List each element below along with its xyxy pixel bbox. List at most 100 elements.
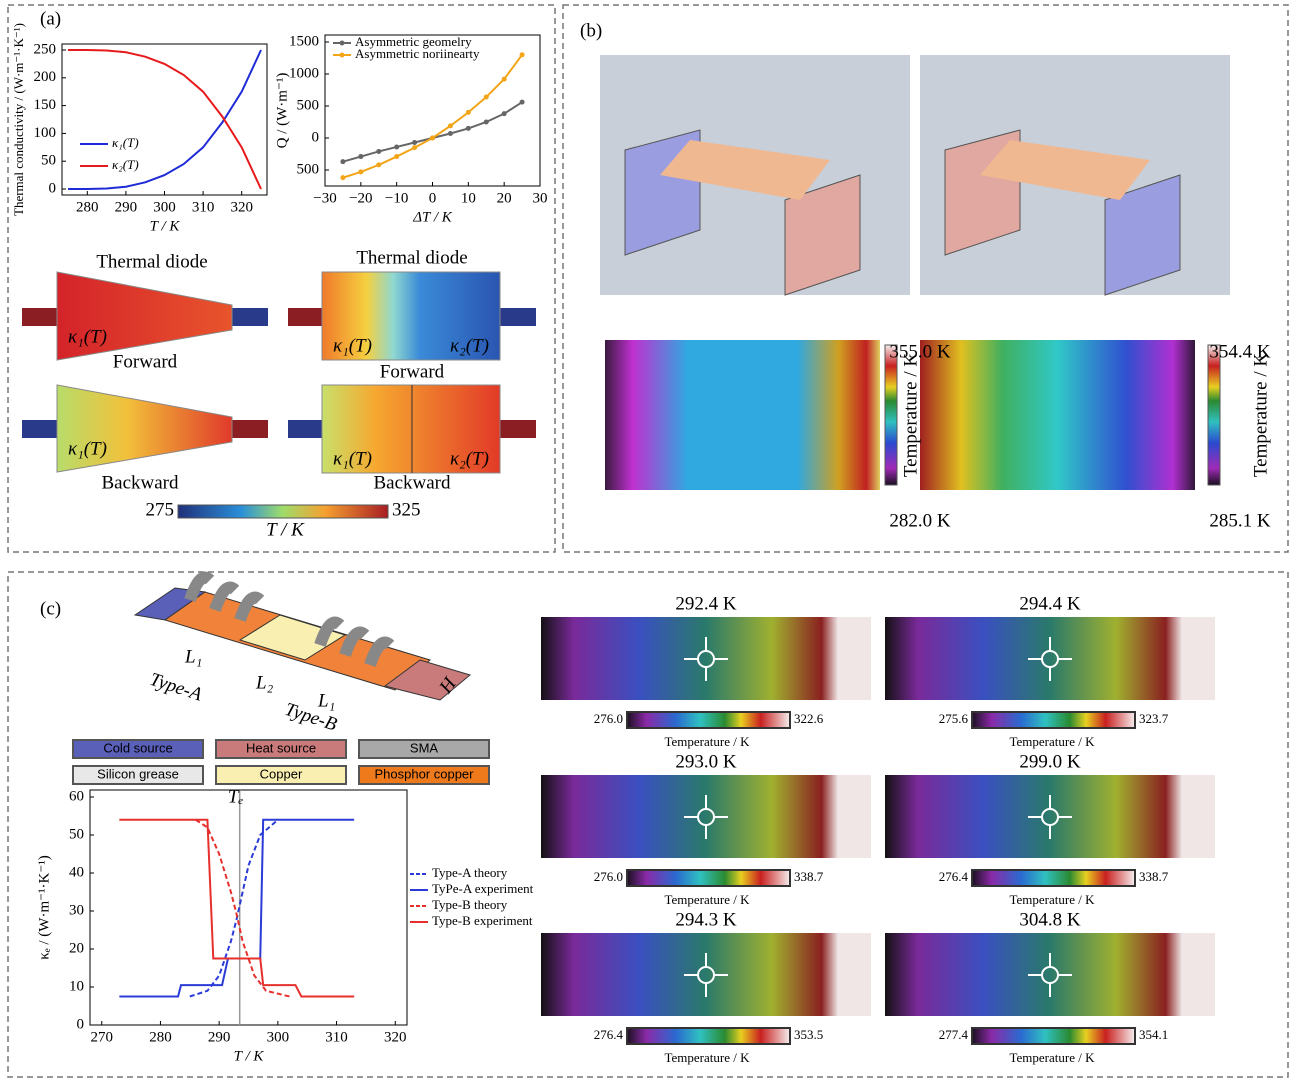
y-tick-label: 50: [41, 153, 56, 169]
legend-label: Type-B theory: [432, 897, 508, 912]
x-axis-label: T / K: [150, 218, 181, 234]
colorbar-max: 354.1: [1139, 1027, 1168, 1042]
legend-label: Type-B experiment: [432, 913, 533, 928]
dimension-label: L₂: [255, 672, 274, 693]
colorbar: [972, 712, 1135, 728]
x-tick-label: 300: [153, 199, 176, 215]
y-tick-label: 0: [77, 1016, 85, 1032]
image-title: 299.0 K: [1019, 751, 1081, 772]
colorbar-max: 338.7: [794, 869, 824, 884]
colorbar: [972, 870, 1135, 886]
x-tick-label: 290: [208, 1029, 231, 1045]
series-line: [119, 820, 354, 997]
point: [484, 120, 489, 125]
point: [340, 175, 345, 180]
panel-label: (b): [580, 20, 602, 41]
image-title: 293.0 K: [675, 751, 737, 772]
x-tick-label: 320: [384, 1029, 407, 1045]
x-tick-label: 280: [149, 1029, 172, 1045]
series-line: [119, 820, 354, 997]
colorbar: [627, 712, 790, 728]
point: [466, 110, 471, 115]
y-tick-label: 60: [69, 788, 84, 804]
x-tick-label: 270: [90, 1029, 113, 1045]
point: [484, 95, 489, 100]
y-tick-label: 100: [34, 125, 57, 141]
y-tick-label: 150: [34, 97, 57, 113]
series-line: [68, 50, 261, 189]
series-line: [68, 50, 261, 189]
legend-label: Asymmetric noriinearty: [355, 46, 480, 61]
legend-marker: [340, 41, 345, 46]
dimension-label: L₁: [184, 646, 202, 667]
point: [412, 140, 417, 145]
legend-label: κ₂(T): [112, 157, 139, 172]
panel-label: (c): [40, 598, 61, 619]
colorbar-label: T / K: [266, 519, 305, 540]
legend-label: κ₁(T): [112, 135, 139, 150]
y-tick-label: 10: [69, 978, 84, 994]
colorbar-max: 353.5: [794, 1027, 823, 1042]
y-tick-label: 20: [69, 940, 84, 956]
x-tick-label: −20: [349, 190, 372, 206]
colorbar-min: 276.0: [594, 711, 623, 726]
legend-text: Copper: [260, 766, 303, 781]
image-title: 294.4 K: [1019, 593, 1081, 614]
x-tick-label: 20: [497, 190, 512, 206]
kappa-label: κ₁(T): [333, 335, 372, 356]
colorbar-min: 282.0 K: [889, 510, 951, 531]
point: [394, 144, 399, 149]
colorbar-min: 277.4: [939, 1027, 969, 1042]
colorbar: [627, 870, 790, 886]
kappa-label: κ₁(T): [68, 326, 107, 347]
x-tick-label: −30: [313, 190, 336, 206]
legend-text: Silicon grease: [97, 766, 179, 781]
point: [520, 52, 525, 57]
colorbar-label: Temperature / K: [1010, 1050, 1096, 1065]
thermal-image: [885, 775, 1215, 858]
point: [412, 145, 417, 150]
series-line: [196, 820, 290, 997]
colorbar-label: Temperature / K: [1010, 892, 1096, 907]
plot-frame: [90, 790, 407, 1025]
annotation: Tₑ: [228, 786, 244, 807]
y-axis-label: Thermal conductivity / (W·m⁻¹·K⁻¹): [11, 23, 26, 216]
kappa-label: κ₂(T): [450, 335, 489, 356]
diode-diagrams: [22, 272, 536, 518]
colorbar-min: 285.1 K: [1209, 510, 1271, 531]
type-label: Type-A: [147, 669, 205, 706]
colorbar-max: 338.7: [1139, 869, 1169, 884]
legend-text: Heat source: [246, 740, 316, 755]
thermal-image: [541, 775, 871, 858]
direction-label: Forward: [113, 351, 178, 372]
direction-label: Backward: [373, 472, 451, 493]
thermal-image: [885, 617, 1215, 700]
point: [358, 154, 363, 159]
y-axis-label: κₑ / (W·m⁻¹·K⁻¹): [36, 855, 52, 960]
x-tick-label: 310: [192, 199, 215, 215]
x-tick-label: 310: [325, 1029, 348, 1045]
legend-label: TyPe-A experiment: [432, 881, 534, 896]
colorbar-label: Temperature / K: [1010, 734, 1096, 749]
kappa-label: κ₁(T): [68, 438, 107, 459]
point: [448, 131, 453, 136]
x-tick-label: 280: [76, 199, 99, 215]
y-tick-label: 0: [312, 129, 320, 145]
figure: (a) (b) (c) Thermal diode Thermal diode …: [0, 0, 1295, 1081]
image-title: 292.4 K: [675, 593, 737, 614]
diagram-title: Thermal diode: [356, 247, 467, 268]
colorbar-label: Temperature / K: [665, 892, 751, 907]
panel-label: (a): [40, 8, 61, 29]
y-tick-label: 30: [69, 902, 84, 918]
y-tick-label: 500: [297, 161, 320, 177]
colorbar-min: 275.6: [939, 711, 969, 726]
direction-label: Backward: [101, 472, 179, 493]
y-tick-label: 1500: [289, 33, 319, 49]
legend-text: Cold source: [103, 740, 172, 755]
series-line: [343, 102, 522, 162]
kappa-label: κ₁(T): [333, 448, 372, 469]
y-tick-label: 40: [69, 864, 84, 880]
y-tick-label: 0: [49, 180, 57, 196]
colorbar-max: 325: [392, 499, 421, 520]
point: [502, 77, 507, 82]
